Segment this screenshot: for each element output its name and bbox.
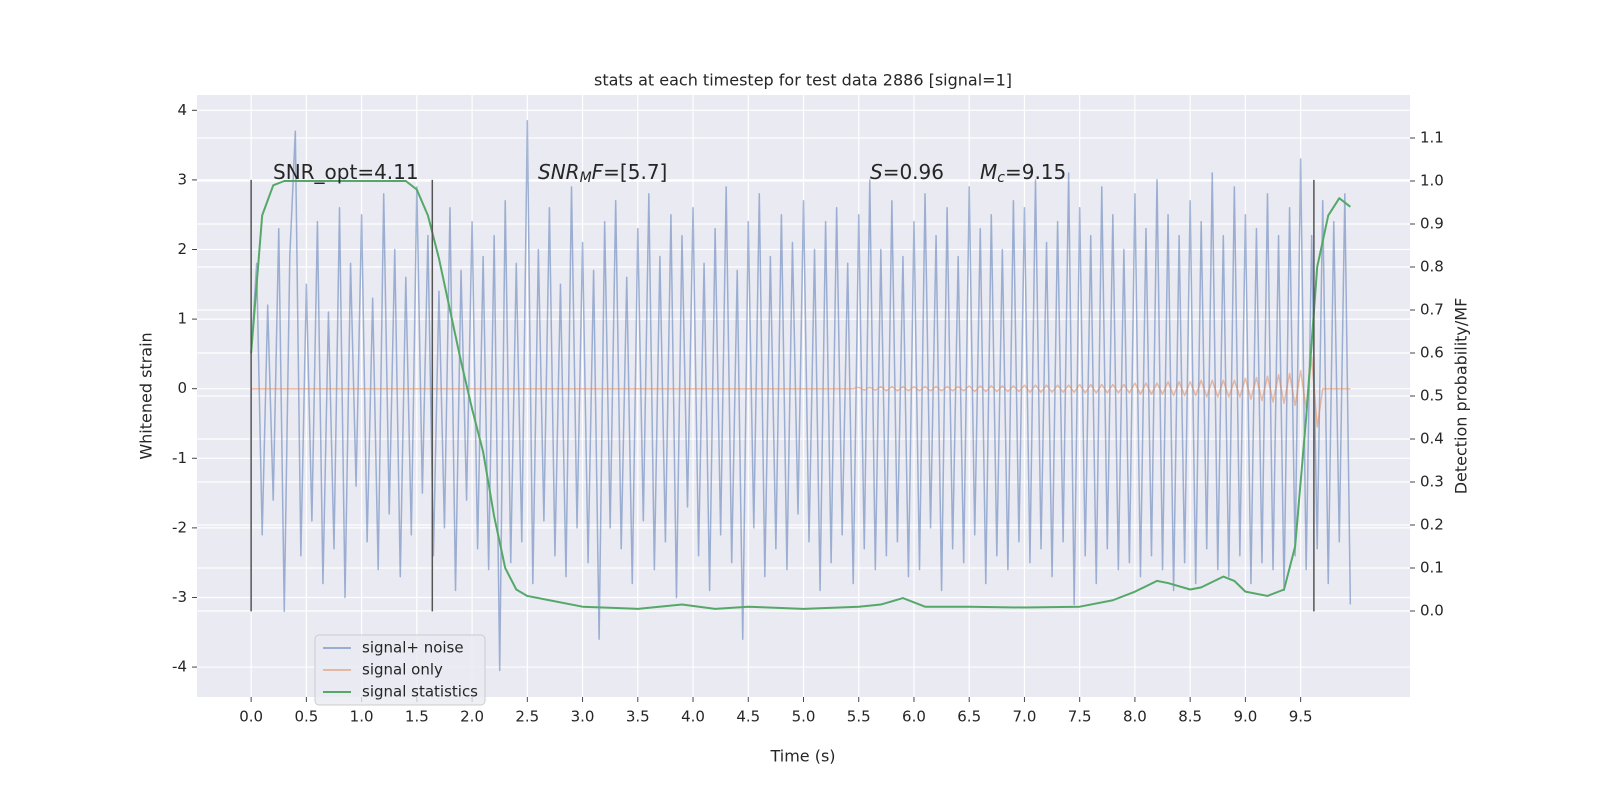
y-tick-label: 4	[177, 101, 187, 119]
y-tick-label: 0	[177, 379, 187, 397]
y-axis-label: Whitened strain	[137, 332, 156, 459]
y-tick-label: 1	[177, 310, 187, 328]
annotation-part: =9.15	[1005, 160, 1066, 184]
y2-tick-label: 0.5	[1420, 387, 1444, 405]
y2-tick-label: 0.7	[1420, 301, 1444, 319]
x-tick-label: 8.0	[1123, 708, 1147, 726]
y2-tick-label: 0.2	[1420, 516, 1444, 534]
y2-tick-label: 1.1	[1420, 129, 1444, 147]
x-tick-label: 5.0	[792, 708, 816, 726]
x-tick-label: 0.0	[239, 708, 263, 726]
legend-label: signal+ noise	[362, 639, 464, 657]
y2-tick-label: 0.1	[1420, 559, 1444, 577]
y2-axis-label: Detection probability/MF	[1452, 298, 1471, 495]
x-tick-label: 7.5	[1068, 708, 1092, 726]
y2-tick-label: 1.0	[1420, 172, 1444, 190]
annotation-part: S	[870, 160, 883, 184]
annotation-part: SNR_opt=4.11	[273, 160, 419, 184]
y2-tick-label: 0.8	[1420, 258, 1444, 276]
y-tick-label: -2	[172, 518, 187, 536]
x-tick-label: 4.5	[736, 708, 760, 726]
annotation-part: =0.96	[883, 160, 944, 184]
series-line	[251, 356, 1351, 428]
annotation-part: F	[592, 160, 604, 184]
x-tick-label: 1.5	[405, 708, 429, 726]
annotation: SNRMF=[5.7]	[538, 160, 667, 187]
x-tick-label: 9.5	[1289, 708, 1313, 726]
y2-tick-label: 0.6	[1420, 344, 1444, 362]
y-tick-label: -1	[172, 449, 187, 467]
annotation: SNR_opt=4.11	[273, 160, 419, 184]
legend-box	[314, 634, 486, 706]
y2-tick-label: 0.4	[1420, 430, 1444, 448]
x-tick-label: 9.0	[1233, 708, 1257, 726]
y-tick-label: 2	[177, 240, 187, 258]
x-axis-label: Time (s)	[769, 747, 835, 766]
x-tick-label: 2.0	[460, 708, 484, 726]
annotation-part: M	[980, 160, 997, 184]
annotation-part: SNR	[538, 160, 580, 184]
legend: signal+ noise signal only signal statistic…	[314, 634, 486, 706]
y-tick-label: 3	[177, 170, 187, 188]
x-tick-label: 0.5	[294, 708, 318, 726]
plot	[250, 120, 1352, 672]
y2-tick-label: 0.0	[1420, 602, 1444, 620]
x-tick-label: 3.0	[571, 708, 595, 726]
legend-label: signal only	[362, 661, 443, 679]
y-tick-label: -3	[172, 588, 187, 606]
x-tick-label: 6.5	[957, 708, 981, 726]
annotation-part: M	[580, 170, 592, 186]
x-tick-label: 5.5	[847, 708, 871, 726]
annotation-part: =[5.7]	[603, 160, 667, 184]
x-tick-label: 3.5	[626, 708, 650, 726]
x-tick-label: 7.0	[1013, 708, 1037, 726]
series-line	[250, 180, 1351, 610]
y-tick-label: -4	[172, 658, 187, 676]
series-line	[250, 120, 1352, 672]
annotation-part: c	[997, 170, 1005, 186]
chart-title: stats at each timestep for test data 288…	[594, 71, 1012, 90]
annotation: Mc=9.15	[980, 160, 1066, 187]
x-tick-label: 8.5	[1178, 708, 1202, 726]
x-tick-label: 4.0	[681, 708, 705, 726]
overlay: SNR_opt=4.11 SNRMF=[5.7] S=0.96 Mc=9.15	[250, 160, 1315, 612]
annotation: S=0.96	[870, 160, 944, 184]
x-tick-label: 1.0	[350, 708, 374, 726]
legend-label: signal statistics	[362, 683, 478, 701]
y2-tick-label: 0.9	[1420, 215, 1444, 233]
x-tick-label: 6.0	[902, 708, 926, 726]
x-tick-label: 2.5	[515, 708, 539, 726]
y2-tick-label: 0.3	[1420, 473, 1444, 491]
